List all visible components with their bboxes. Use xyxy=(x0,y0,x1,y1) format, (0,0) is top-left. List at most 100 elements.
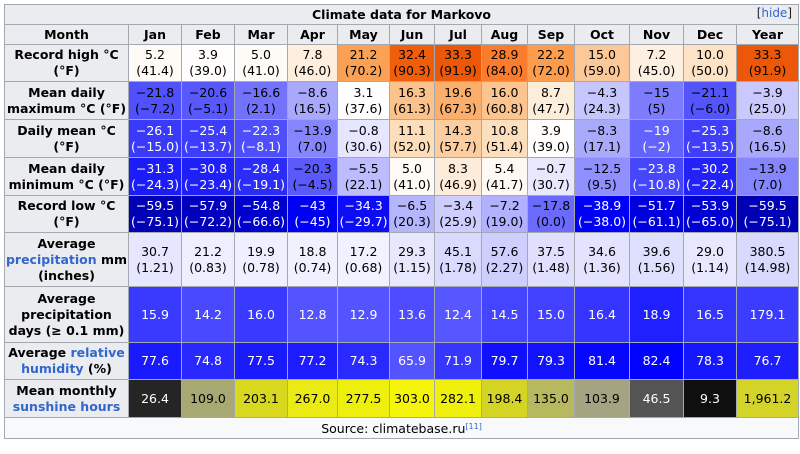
climate-table: Climate data for Markovo [hide] Month Ja… xyxy=(3,4,800,439)
cell-daily-mean-may: −0.8 (30.6) xyxy=(337,119,390,158)
cell-record-low-apr: −43 (−45) xyxy=(287,195,338,233)
cell-record-high-mar: 5.0 (41.0) xyxy=(234,44,288,82)
cell-value: −22.3 xyxy=(241,122,281,138)
cell-mean-daily-max-apr: −8.6 (16.5) xyxy=(287,81,338,120)
cell-secondary-value: (−65.0) xyxy=(685,214,735,229)
month-header-row: Month Jan Feb Mar Apr May Jun Jul Aug Sep Oct Nov D… xyxy=(4,24,800,45)
cell-secondary-value: (0.0) xyxy=(536,214,566,229)
cell-precip-days-mar: 16.0 xyxy=(234,286,288,343)
cell-value: 1,961.2 xyxy=(743,390,792,406)
cell-secondary-value: (−23.4) xyxy=(183,176,233,192)
cell-sunshine-sep: 135.0 xyxy=(527,379,575,418)
cell-secondary-value: (41.0) xyxy=(242,63,280,78)
month-header-apr: Apr xyxy=(287,24,338,45)
cell-precip-days-sep: 15.0 xyxy=(527,286,575,343)
row-label-text: Average xyxy=(8,345,71,360)
cell-record-low-jul: −3.4 (25.9) xyxy=(434,195,482,233)
cell-value: 9.3 xyxy=(700,390,720,406)
cell-record-high-apr: 7.8 (46.0) xyxy=(287,44,338,82)
cell-daily-mean-dec: −25.3 (−13.5) xyxy=(683,119,737,158)
row-label-link[interactable]: sunshine hours xyxy=(12,398,121,414)
month-header-year: Year xyxy=(735,24,800,45)
cell-avg-precip-dec: 29.0 (1.14) xyxy=(683,232,737,287)
cell-record-high-jan: 5.2 (41.4) xyxy=(128,44,182,82)
cell-value: 16.0 xyxy=(490,84,519,100)
row-label-record-low: Record low °C (°F) xyxy=(4,195,129,233)
cell-value: 22.2 xyxy=(537,47,565,62)
cell-humidity-nov: 82.4 xyxy=(629,342,684,380)
cell-value: 11.1 xyxy=(398,122,426,138)
cell-value: 7.2 xyxy=(646,47,667,62)
cell-value: 79.3 xyxy=(537,353,565,368)
cell-mean-daily-max-jul: 19.6 (67.3) xyxy=(434,81,482,120)
cell-record-high-aug: 28.9 (84.0) xyxy=(481,44,528,82)
cell-daily-mean-jun: 11.1 (52.0) xyxy=(389,119,435,158)
cell-secondary-value: (20.3) xyxy=(393,214,431,229)
source-footer: Source: climatebase.ru[11] xyxy=(3,417,800,439)
cell-mean-daily-min-nov: −23.8 (−10.8) xyxy=(629,157,684,196)
month-header-label: Month xyxy=(4,24,129,45)
cell-value: 5.4 xyxy=(494,160,515,176)
cell-value: 12.9 xyxy=(349,306,378,322)
cell-secondary-value: (91.9) xyxy=(439,63,477,78)
cell-sunshine-year: 1,961.2 xyxy=(735,379,800,418)
cell-secondary-value: (84.0) xyxy=(485,63,524,78)
cell-value: 74.3 xyxy=(349,353,378,368)
hide-link[interactable]: hide xyxy=(761,6,788,20)
month-header-jun: Jun xyxy=(389,24,435,45)
hide-toggle[interactable]: [hide] xyxy=(756,6,793,20)
cell-value: 29.0 xyxy=(696,243,724,259)
cell-value: 19.6 xyxy=(444,84,472,100)
cell-secondary-value: (41.7) xyxy=(485,176,524,192)
cell-value: 15.9 xyxy=(141,306,169,322)
cell-secondary-value: (16.5) xyxy=(748,138,787,154)
source-ref-link[interactable]: [11] xyxy=(465,422,482,431)
row-label-link[interactable]: relative humidity xyxy=(21,345,125,376)
cell-mean-daily-max-dec: −21.1 (−6.0) xyxy=(683,81,737,120)
cell-secondary-value: (57.7) xyxy=(439,138,477,154)
cell-value: 16.0 xyxy=(247,306,275,322)
cell-sunshine-may: 277.5 xyxy=(337,379,390,418)
cell-value: −57.9 xyxy=(188,198,228,213)
cell-humidity-jan: 77.6 xyxy=(128,342,182,380)
cell-secondary-value: (1.78) xyxy=(439,259,477,275)
cell-record-high-nov: 7.2 (45.0) xyxy=(629,44,684,82)
cell-value: −0.7 xyxy=(535,160,567,176)
cell-secondary-value: (59.0) xyxy=(583,63,621,78)
cell-value: 5.0 xyxy=(251,47,271,62)
cell-value: 3.9 xyxy=(541,122,561,138)
cell-value: 33.3 xyxy=(444,47,472,62)
cell-value: 135.0 xyxy=(533,390,569,406)
cell-secondary-value: (−29.7) xyxy=(339,214,388,229)
row-label-text: Mean monthly xyxy=(16,382,117,398)
cell-value: 16.5 xyxy=(696,306,724,322)
cell-value: −7.2 xyxy=(489,198,520,213)
row-avg-precip: Average precipitation mm (inches) 30.7 (1.… xyxy=(4,232,800,287)
cell-value: 282.1 xyxy=(440,390,476,406)
cell-mean-daily-max-year: −3.9 (25.0) xyxy=(735,81,800,120)
cell-secondary-value: (1.48) xyxy=(532,259,570,275)
cell-secondary-value: (−72.2) xyxy=(183,214,233,229)
month-header-nov: Nov xyxy=(629,24,684,45)
cell-value: 10.8 xyxy=(490,122,519,138)
cell-avg-precip-jul: 45.1 (1.78) xyxy=(434,232,482,287)
cell-secondary-value: (30.6) xyxy=(344,138,383,154)
cell-secondary-value: (−6.0) xyxy=(689,100,731,116)
cell-record-high-oct: 15.0 (59.0) xyxy=(574,44,630,82)
row-label-text: Average xyxy=(37,235,96,251)
cell-mean-daily-min-dec: −30.2 (−22.4) xyxy=(683,157,737,196)
cell-value: −20.3 xyxy=(293,160,332,176)
row-sunshine: Mean monthly sunshine hours 26.4 109.0 203.… xyxy=(4,379,800,418)
cell-mean-daily-min-aug: 5.4 (41.7) xyxy=(481,157,528,196)
cell-value: 21.2 xyxy=(349,47,378,62)
cell-value: −16.6 xyxy=(241,84,281,100)
cell-daily-mean-jul: 14.3 (57.7) xyxy=(434,119,482,158)
cell-record-high-dec: 10.0 (50.0) xyxy=(683,44,737,82)
cell-value: 3.9 xyxy=(198,47,218,62)
cell-value: 82.4 xyxy=(642,353,671,368)
row-label-link[interactable]: precipitation xyxy=(5,251,97,267)
cell-value: 28.9 xyxy=(490,47,519,62)
cell-secondary-value: (25.9) xyxy=(439,214,477,229)
row-record-high: Record high °C (°F) 5.2 (41.4) 3.9 (39.0) 5.0… xyxy=(4,44,800,82)
cell-record-high-sep: 22.2 (72.0) xyxy=(527,44,575,82)
